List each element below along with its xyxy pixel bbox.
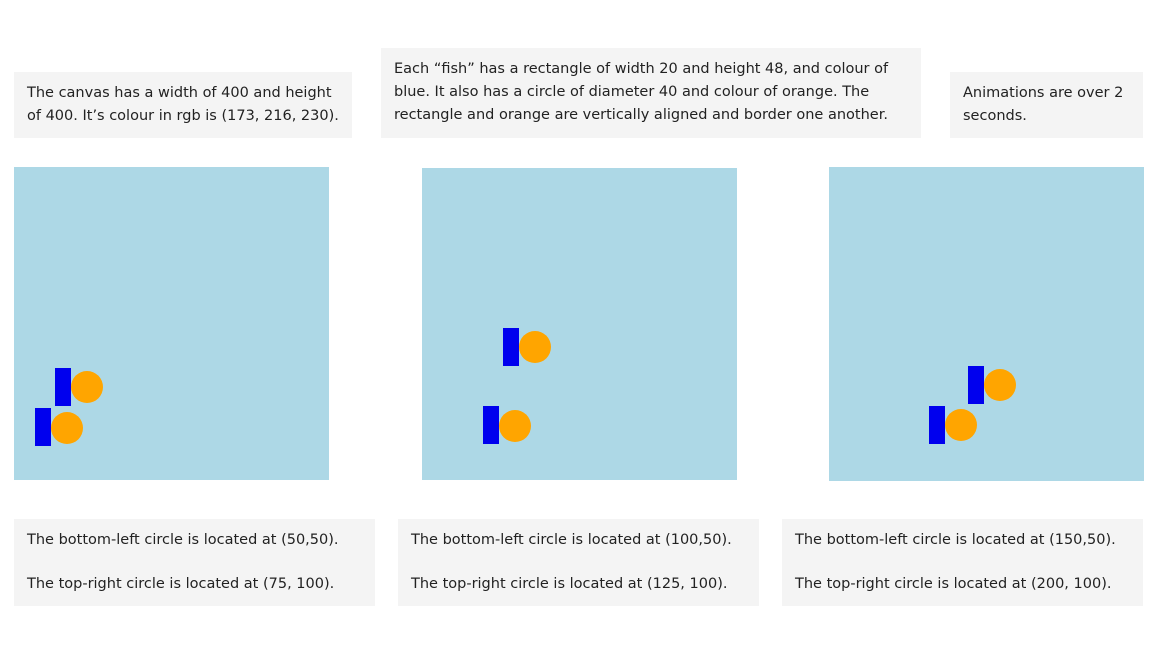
fish-circle-bottom-left bbox=[51, 412, 83, 444]
fish-rectangle-bottom-left bbox=[929, 406, 945, 444]
canvas-frame-2 bbox=[422, 168, 737, 480]
canvas-frame-3 bbox=[829, 167, 1144, 481]
fish-circle-top-right bbox=[519, 331, 551, 363]
frame-2-position-note: The bottom-left circle is located at (10… bbox=[398, 519, 759, 606]
frame-2-bottom-left-text: The bottom-left circle is located at (10… bbox=[411, 532, 732, 548]
frame-3-bottom-left-text: The bottom-left circle is located at (15… bbox=[795, 532, 1116, 548]
canvas-info-note: The canvas has a width of 400 and height… bbox=[14, 72, 352, 138]
frame-1-top-right-text: The top-right circle is located at (75, … bbox=[27, 576, 335, 592]
fish-rectangle-bottom-left bbox=[483, 406, 499, 444]
fish-circle-top-right bbox=[984, 369, 1016, 401]
fish-rectangle-top-right bbox=[55, 368, 71, 406]
fish-circle-top-right bbox=[71, 371, 103, 403]
frame-3-top-right-text: The top-right circle is located at (200,… bbox=[795, 576, 1112, 592]
fish-rectangle-top-right bbox=[503, 328, 519, 366]
frame-3-position-note: The bottom-left circle is located at (15… bbox=[782, 519, 1143, 606]
frame-2-top-right-text: The top-right circle is located at (125,… bbox=[411, 576, 728, 592]
fish-circle-bottom-left bbox=[499, 410, 531, 442]
canvas-frame-1 bbox=[14, 167, 329, 480]
fish-circle-bottom-left bbox=[945, 409, 977, 441]
fish-rectangle-bottom-left bbox=[35, 408, 51, 446]
fish-info-note: Each “fish” has a rectangle of width 20 … bbox=[381, 48, 921, 138]
fish-rectangle-top-right bbox=[968, 366, 984, 404]
animation-info-text: Animations are over 2 seconds. bbox=[963, 85, 1124, 124]
frame-1-position-note: The bottom-left circle is located at (50… bbox=[14, 519, 375, 606]
fish-info-text: Each “fish” has a rectangle of width 20 … bbox=[394, 61, 889, 123]
animation-info-note: Animations are over 2 seconds. bbox=[950, 72, 1143, 138]
canvas-info-text: The canvas has a width of 400 and height… bbox=[27, 85, 339, 124]
frame-1-bottom-left-text: The bottom-left circle is located at (50… bbox=[27, 532, 339, 548]
